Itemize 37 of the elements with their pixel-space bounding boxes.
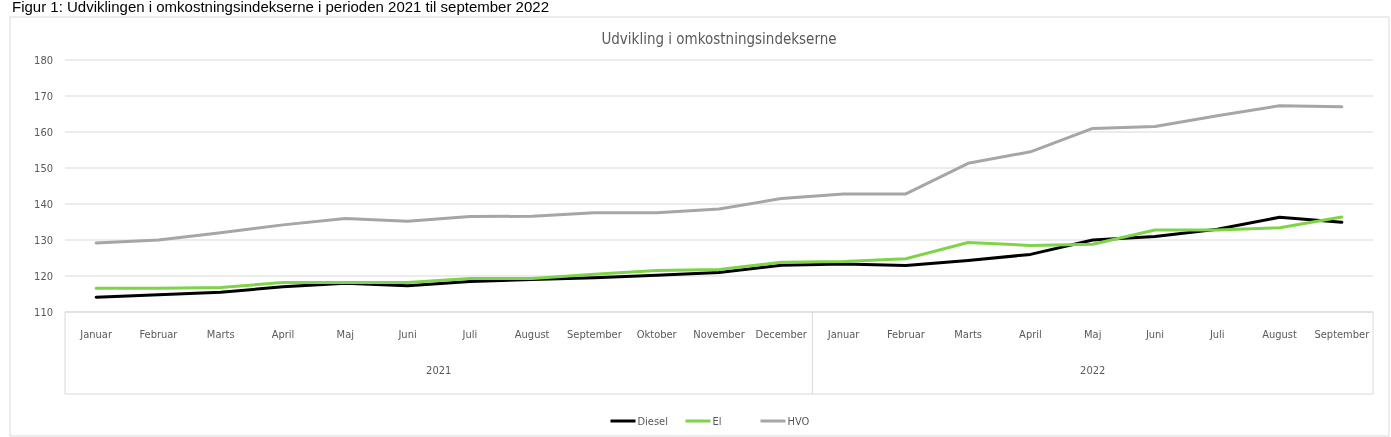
x-tick-label: April bbox=[271, 328, 295, 341]
x-tick-label: Januar bbox=[79, 328, 113, 341]
x-tick-label: Oktober bbox=[636, 328, 678, 341]
y-tick-label: 130 bbox=[34, 234, 53, 247]
y-tick-label: 150 bbox=[34, 162, 53, 175]
chart-subtitle: Figur 1: Udviklingen i omkostningsindekserne i perioden 2021 til september 2022 bbox=[12, 0, 549, 15]
y-tick-label: 140 bbox=[34, 198, 53, 211]
text: 2021 bbox=[426, 364, 452, 377]
x-tick-label: Februar bbox=[886, 328, 926, 341]
y-tick-label: 180 bbox=[34, 54, 53, 67]
x-tick-label: September bbox=[567, 328, 623, 341]
legend-label: El bbox=[712, 415, 722, 428]
y-tick-label: 110 bbox=[34, 306, 53, 319]
text: 2022 bbox=[1080, 364, 1106, 377]
legend-label: HVO bbox=[787, 415, 810, 428]
x-tick-label: Maj bbox=[336, 328, 354, 341]
y-tick-label: 160 bbox=[34, 126, 53, 139]
x-tick-label: Marts bbox=[954, 328, 982, 341]
x-tick-label: Februar bbox=[139, 328, 179, 341]
chart-title: Udvikling i omkostningsindekserne bbox=[601, 30, 837, 48]
y-tick-label: 120 bbox=[34, 270, 53, 283]
x-tick-label: December bbox=[755, 328, 808, 341]
x-tick-label: Juni bbox=[397, 328, 417, 341]
x-tick-label: Januar bbox=[826, 328, 861, 341]
y-tick-label: 170 bbox=[34, 90, 53, 103]
x-tick-label: Maj bbox=[1084, 328, 1102, 341]
x-tick-label: September bbox=[1314, 328, 1371, 341]
x-tick-label: Juni bbox=[1144, 328, 1165, 341]
x-tick-label: Marts bbox=[206, 328, 235, 341]
x-tick-label: Juli bbox=[1208, 328, 1225, 341]
x-tick-label: August bbox=[1262, 328, 1298, 341]
x-tick-label: November bbox=[693, 328, 746, 341]
x-tick-label: Juli bbox=[461, 328, 478, 341]
line-series bbox=[94, 104, 1344, 245]
x-tick-label: April bbox=[1019, 328, 1042, 341]
x-tick-label: August bbox=[514, 328, 550, 341]
legend-label: Diesel bbox=[637, 415, 668, 428]
